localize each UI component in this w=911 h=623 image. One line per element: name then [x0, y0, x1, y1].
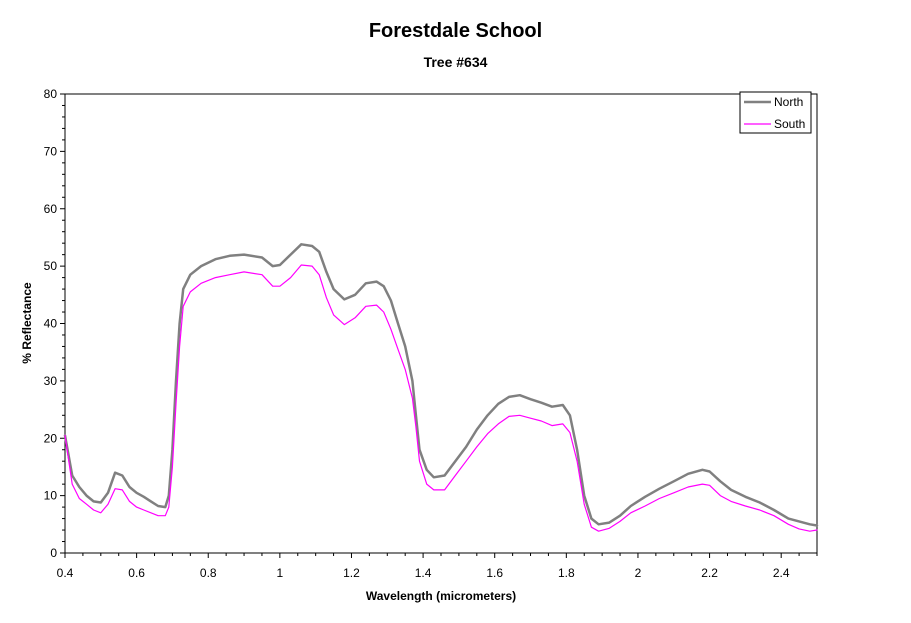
legend-label-north: North: [774, 95, 803, 109]
x-tick-label: 0.8: [200, 566, 217, 580]
series-line-north: [63, 243, 819, 527]
x-axis: 0.4 0.6 0.8 1 1.2 1.4 1.6 1.8 2 2.2 2.4: [57, 553, 818, 580]
x-tick-label: 1.6: [486, 566, 503, 580]
series-line-south: [64, 264, 818, 532]
y-tick-label: 30: [44, 374, 58, 388]
y-tick-label: 60: [44, 202, 58, 216]
legend-box: [739, 91, 812, 134]
legend: North South: [739, 91, 812, 134]
y-tick-label: 20: [44, 431, 58, 445]
y-tick-label: 80: [44, 87, 58, 101]
y-tick-label: 40: [44, 317, 58, 331]
x-tick-label: 1.4: [415, 566, 432, 580]
series-group: [63, 243, 819, 532]
y-tick-label: 0: [50, 546, 57, 560]
x-tick-label: 0.6: [128, 566, 145, 580]
y-axis: 0 10 20 30 40 50 60 70 80: [44, 87, 65, 560]
chart-subtitle: Tree #634: [423, 54, 488, 70]
y-tick-label: 50: [44, 259, 58, 273]
y-axis-label: % Reflectance: [20, 282, 34, 364]
chart-title: Forestdale School: [368, 20, 543, 42]
x-tick-label: 1.8: [558, 566, 575, 580]
x-tick-label: 1.2: [343, 566, 360, 580]
x-tick-label: 2.4: [773, 566, 790, 580]
x-tick-label: 0.4: [57, 566, 74, 580]
y-tick-label: 10: [44, 489, 58, 503]
x-tick-label: 2.2: [701, 566, 718, 580]
x-axis-label: Wavelength (micrometers): [366, 589, 516, 603]
y-tick-label: 70: [44, 144, 58, 158]
x-tick-label: 2: [635, 566, 642, 580]
x-tick-label: 1: [277, 566, 284, 580]
legend-label-south: South: [774, 117, 805, 131]
